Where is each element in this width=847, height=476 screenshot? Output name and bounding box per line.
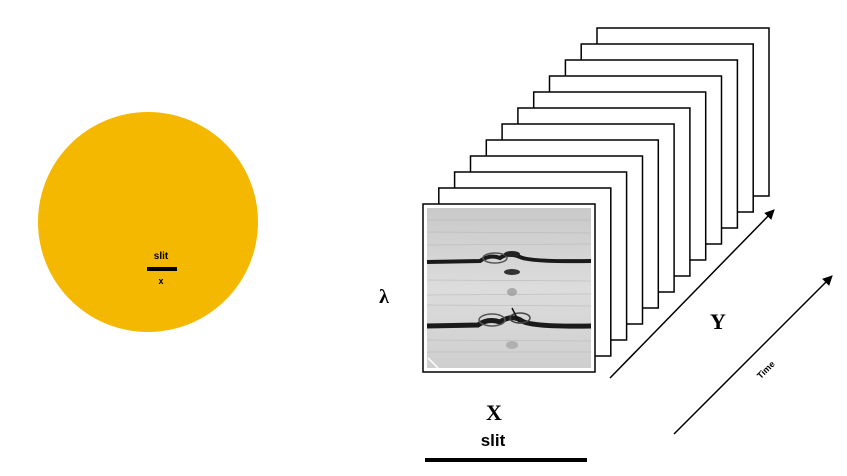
spectrogram-image: [427, 208, 591, 368]
sun-slit-label: slit: [154, 251, 169, 262]
sun-disk-group: slit x: [38, 112, 258, 332]
y-axis-arrow: [609, 209, 775, 379]
cube-slit-label: slit: [481, 431, 506, 450]
absorption-line-lower: [426, 288, 592, 349]
lambda-label: λ: [379, 286, 389, 308]
sun-x-label: x: [158, 276, 163, 286]
absorption-line-upper: [426, 251, 592, 275]
time-label: Time: [755, 359, 777, 381]
sun-disk: [38, 112, 258, 332]
sun-slit-bar: [147, 267, 177, 271]
x-axis-label: X: [486, 400, 502, 425]
cube-slit-bar: [425, 458, 587, 462]
spectrogram-corner-mark: [427, 357, 439, 369]
spectrogram-frame: [422, 203, 596, 373]
time-axis-arrow: [673, 275, 833, 435]
y-axis-label: Y: [710, 309, 726, 334]
